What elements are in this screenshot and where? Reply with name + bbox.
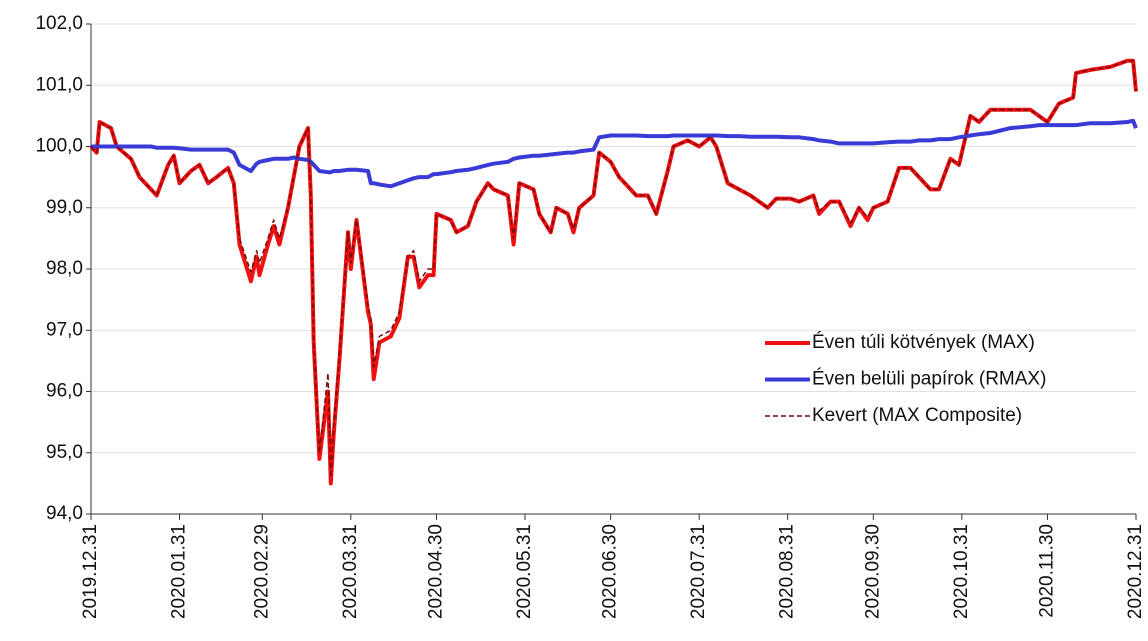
- x-tick-label: 2020.08.31: [777, 524, 798, 619]
- x-tick-label: 2020.12.31: [1125, 524, 1146, 619]
- legend-label: Éven belüli papírok (RMAX): [812, 369, 1046, 390]
- y-tick-label: 96,0: [46, 381, 83, 402]
- y-tick-label: 98,0: [46, 258, 83, 279]
- series-line: [90, 59, 1137, 479]
- y-tick-label: 94,0: [46, 503, 83, 524]
- y-tick-label: 101,0: [35, 74, 83, 95]
- y-tick-label: 99,0: [46, 197, 83, 218]
- y-tick-label: 100,0: [35, 136, 83, 157]
- y-tick-label: 95,0: [46, 442, 83, 463]
- x-tick-label: 2020.05.31: [514, 524, 535, 619]
- x-tick-label: 2020.02.29: [251, 524, 272, 619]
- x-tick-label: 2020.10.31: [951, 524, 972, 619]
- legend-label: Kevert (MAX Composite): [812, 405, 1022, 426]
- x-tick-label: 2020.03.31: [340, 524, 361, 619]
- x-tick-label: 2020.07.31: [688, 524, 709, 619]
- y-tick-label: 102,0: [35, 13, 83, 34]
- x-tick-label: 2020.11.30: [1037, 524, 1058, 618]
- series-line: [91, 118, 1138, 189]
- y-tick-label: 97,0: [46, 319, 83, 340]
- x-tick-label: 2020.09.30: [862, 524, 883, 619]
- x-tick-label: 2020.01.31: [169, 524, 190, 619]
- x-tick-label: 2020.04.30: [425, 524, 446, 619]
- legend-label: Éven túli kötvények (MAX): [812, 332, 1035, 353]
- x-tick-label: 2020.06.30: [600, 524, 621, 619]
- x-tick-label: 2019.12.31: [80, 524, 101, 619]
